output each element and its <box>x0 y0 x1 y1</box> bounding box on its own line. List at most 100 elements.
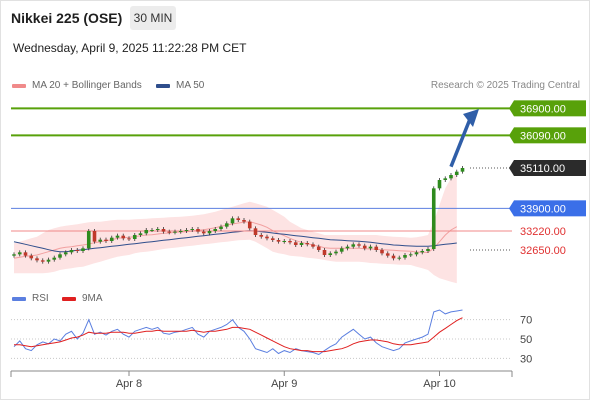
legend-9ma-label: 9MA <box>82 293 103 304</box>
candle-body <box>242 220 246 222</box>
datetime-label: Wednesday, April 9, 2025 11:22:28 PM CET <box>13 41 247 55</box>
instrument-title: Nikkei 225 (OSE) <box>11 10 123 26</box>
rsi-tick-label: 30 <box>520 353 532 365</box>
level-label: 33900.00 <box>520 203 566 215</box>
level-tag-pointer <box>509 160 514 176</box>
rsi-line <box>13 309 463 356</box>
level-tag <box>514 100 586 117</box>
candle-body <box>408 254 413 256</box>
candle-body <box>282 241 287 242</box>
candle-body <box>449 175 453 179</box>
candle-body <box>219 226 223 229</box>
candle-body <box>247 221 252 229</box>
legend-ma50: MA 50 <box>156 80 204 91</box>
candle-body <box>403 255 407 258</box>
legend-ma50-label: MA 50 <box>176 80 205 91</box>
candle-body <box>397 257 402 259</box>
candle-body <box>121 235 126 239</box>
candle-body <box>259 235 264 237</box>
ma20-swatch <box>12 83 26 88</box>
candle-body <box>334 251 338 254</box>
x-tick-label: Apr 10 <box>423 378 455 390</box>
candle-body <box>426 249 430 251</box>
candle-body <box>190 229 195 230</box>
candle-body <box>17 252 22 255</box>
legend-ma20-bollinger: MA 20 + Bollinger Bands <box>12 80 142 91</box>
candle-body <box>207 231 212 234</box>
candle-body <box>40 260 45 262</box>
level-tag-pointer <box>509 100 514 117</box>
candle-body <box>299 243 304 245</box>
rsi-swatch <box>12 296 26 301</box>
candle-body <box>63 252 68 255</box>
legend-rsi-label: RSI <box>32 293 49 304</box>
candle-body <box>316 246 321 250</box>
candle-body <box>351 244 356 247</box>
candle-body <box>155 229 160 230</box>
candle-body <box>431 188 436 249</box>
level-tag <box>514 127 586 144</box>
candle-body <box>224 223 229 227</box>
candle-body <box>58 254 62 258</box>
candle-body <box>138 233 143 235</box>
candle-body <box>81 248 85 251</box>
candle-body <box>420 251 425 253</box>
candle-body <box>380 250 384 254</box>
candle-body <box>69 250 74 253</box>
candle-body <box>328 253 333 255</box>
candle-body <box>196 229 200 232</box>
candle-body <box>35 258 39 261</box>
candle-body <box>454 171 459 175</box>
candle-body <box>236 218 241 220</box>
candle-body <box>230 218 235 224</box>
candle-body <box>368 246 373 249</box>
interval-button[interactable]: 30 MIN <box>130 6 176 30</box>
candle-body <box>98 239 103 242</box>
candle-body <box>322 250 327 255</box>
candle-body <box>345 246 350 249</box>
ma50-line <box>13 230 457 253</box>
candle-body <box>173 231 177 233</box>
candle-body <box>161 229 166 232</box>
candle-body <box>339 248 344 252</box>
level-label: 36900.00 <box>520 103 566 115</box>
forecast-arrow-shaft <box>449 118 472 168</box>
level-tag-pointer <box>509 200 514 217</box>
candle-body <box>46 259 51 262</box>
candle-body <box>437 180 442 189</box>
candle-body <box>385 253 390 256</box>
legend-rsi: RSI <box>12 293 49 304</box>
candle-body <box>178 231 183 232</box>
level-label: 32650.00 <box>520 245 566 257</box>
level-tag <box>514 160 586 176</box>
candle-body <box>460 168 465 172</box>
candle-body <box>391 255 396 259</box>
candle-body <box>109 237 114 241</box>
candle-body <box>293 242 298 245</box>
candle-body <box>144 230 149 234</box>
candle-body <box>357 244 361 246</box>
candle-body <box>362 245 367 249</box>
ma50-swatch <box>156 83 170 88</box>
rsi-tick-label: 50 <box>520 334 532 346</box>
candle-body <box>29 255 34 259</box>
level-label: 35110.00 <box>520 163 565 175</box>
candle-body <box>265 236 269 239</box>
candle-body <box>276 240 281 242</box>
candle-body <box>150 230 154 231</box>
bollinger-band-fill <box>14 171 457 284</box>
candle-body <box>75 250 80 251</box>
candle-body <box>86 231 91 249</box>
candle-body <box>305 243 310 245</box>
candle-body <box>414 252 419 255</box>
candle-body <box>104 239 108 241</box>
rsi-ma-swatch <box>62 296 76 301</box>
candle-body <box>213 229 218 231</box>
candle-body <box>132 235 137 239</box>
candle-body <box>127 238 131 240</box>
candle-body <box>115 235 120 238</box>
level-label: 33220.00 <box>520 226 566 238</box>
candle-body <box>92 231 97 242</box>
x-tick-label: Apr 8 <box>116 378 142 390</box>
